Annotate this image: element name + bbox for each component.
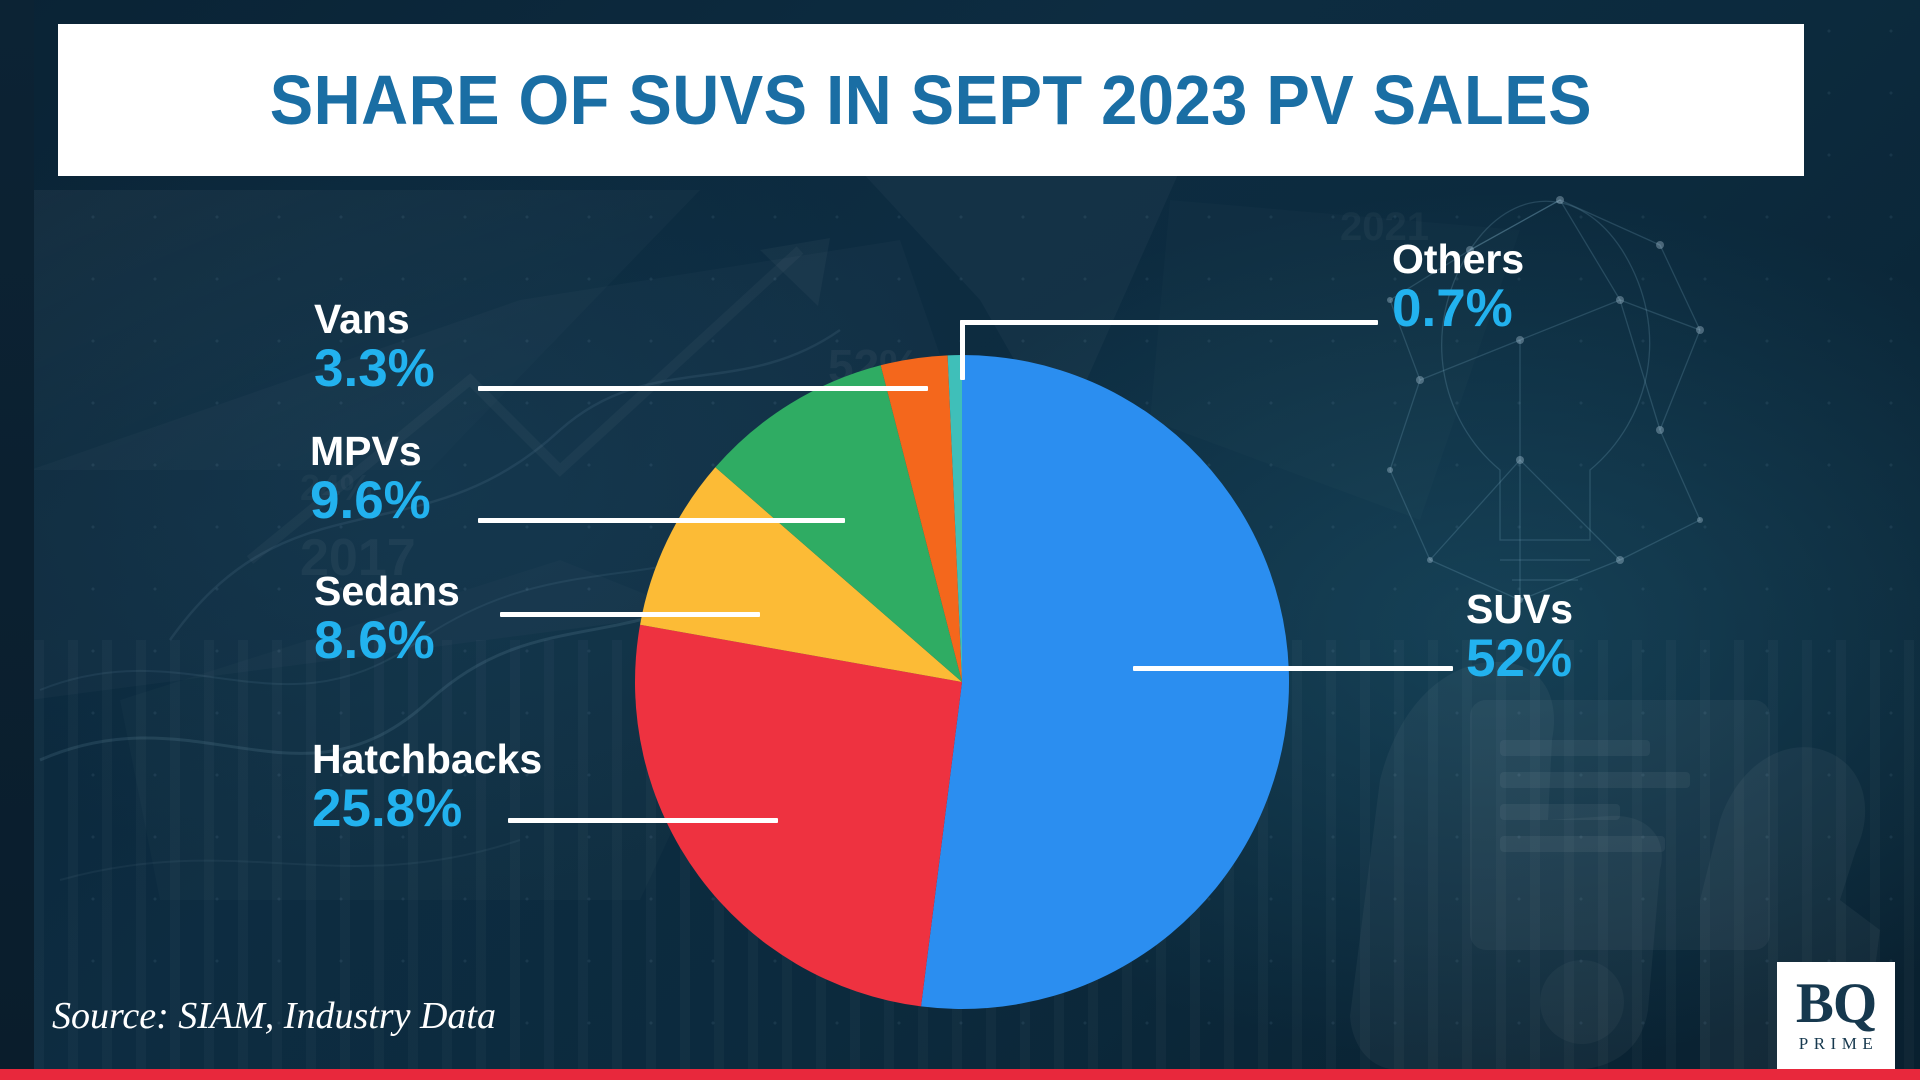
- pie-chart-svg: [635, 355, 1290, 1010]
- pie-slice-others: [947, 355, 962, 682]
- title-banner: SHARE OF SUVS IN SEPT 2023 PV SALES: [58, 24, 1804, 176]
- callout-others-value: 0.7%: [1392, 278, 1513, 338]
- leader-line-others: [960, 320, 1378, 325]
- bottom-accent-bar: [0, 1069, 1920, 1080]
- leader-line-others-stem: [960, 320, 965, 380]
- callout-suvs-category: SUVs: [1466, 586, 1574, 632]
- pie-slice-hatchbacks: [635, 624, 962, 1007]
- callout-sedans-category: Sedans: [314, 568, 460, 614]
- callout-mpvs: MPVs 9.6%: [310, 430, 431, 528]
- svg-text:2017: 2017: [300, 529, 416, 587]
- left-edge-strip: [0, 0, 34, 1080]
- callout-mpvs-value: 9.6%: [310, 470, 431, 530]
- logo-wordmark: PRIME: [1798, 1033, 1879, 1053]
- pie-chart: [632, 352, 1292, 1012]
- callout-others-category: Others: [1392, 236, 1525, 282]
- callout-sedans-value: 8.6%: [314, 610, 435, 670]
- callout-vans-category: Vans: [314, 296, 410, 342]
- pie-slice-vans: [880, 355, 962, 682]
- callout-sedans: Sedans 8.6%: [314, 570, 460, 668]
- leader-line-vans: [478, 386, 928, 391]
- callout-vans: Vans 3.3%: [314, 298, 435, 396]
- pie-slice-suvs: [921, 355, 1290, 1010]
- callout-mpvs-category: MPVs: [310, 428, 422, 474]
- leader-line-hatchbacks: [508, 818, 778, 823]
- callout-others: Others 0.7%: [1392, 238, 1524, 336]
- leader-line-suvs: [1133, 666, 1453, 671]
- callout-suvs: SUVs 52%: [1466, 588, 1573, 686]
- logo-mark: BQ: [1795, 972, 1877, 1036]
- leader-line-sedans: [500, 612, 760, 617]
- pie-slice-mpvs: [715, 365, 962, 682]
- pie-slice-group: [635, 355, 1290, 1010]
- callout-vans-value: 3.3%: [314, 338, 435, 398]
- callout-suvs-value: 52%: [1466, 628, 1573, 688]
- leader-line-mpvs: [478, 518, 845, 523]
- bq-prime-logo: BQ PRIME: [1777, 962, 1895, 1070]
- source-note: Source: SIAM, Industry Data: [52, 995, 496, 1037]
- callout-hatchbacks-category: Hatchbacks: [312, 736, 543, 782]
- page-title: SHARE OF SUVS IN SEPT 2023 PV SALES: [269, 61, 1593, 139]
- callout-hatchbacks-value: 25.8%: [312, 778, 463, 838]
- callout-hatchbacks: Hatchbacks 25.8%: [312, 738, 542, 836]
